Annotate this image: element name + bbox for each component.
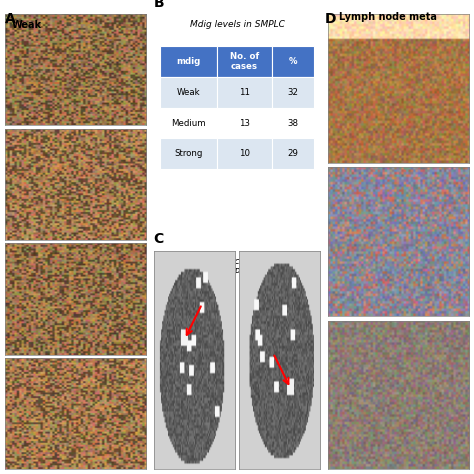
Text: Weak: Weak [177,88,201,97]
FancyBboxPatch shape [160,138,217,169]
Text: B: B [154,0,164,10]
Text: 13: 13 [239,118,250,128]
FancyBboxPatch shape [160,77,217,108]
Text: No. of
cases: No. of cases [230,52,259,71]
FancyBboxPatch shape [160,108,217,138]
Text: A: A [5,12,16,26]
FancyBboxPatch shape [272,108,314,138]
Text: Medium: Medium [171,118,206,128]
Text: 11: 11 [239,88,250,97]
Text: Typical CT scan image of
SMPLC: Typical CT scan image of SMPLC [181,257,293,276]
Text: mdig: mdig [176,57,201,66]
Text: %: % [289,57,297,66]
Text: 32: 32 [287,88,299,97]
Text: D: D [325,12,336,26]
Text: Mdig levels in SMPLC: Mdig levels in SMPLC [190,20,284,29]
Text: Strong: Strong [174,149,203,158]
Text: Weak: Weak [12,20,42,30]
FancyBboxPatch shape [217,108,272,138]
Text: 38: 38 [287,118,299,128]
Text: Lymph node meta: Lymph node meta [339,12,437,22]
FancyBboxPatch shape [217,138,272,169]
Text: C: C [154,232,164,246]
Text: 10: 10 [239,149,250,158]
FancyBboxPatch shape [272,77,314,108]
FancyBboxPatch shape [217,77,272,108]
FancyBboxPatch shape [272,138,314,169]
FancyBboxPatch shape [160,46,217,77]
Text: 29: 29 [288,149,298,158]
FancyBboxPatch shape [272,46,314,77]
FancyBboxPatch shape [217,46,272,77]
